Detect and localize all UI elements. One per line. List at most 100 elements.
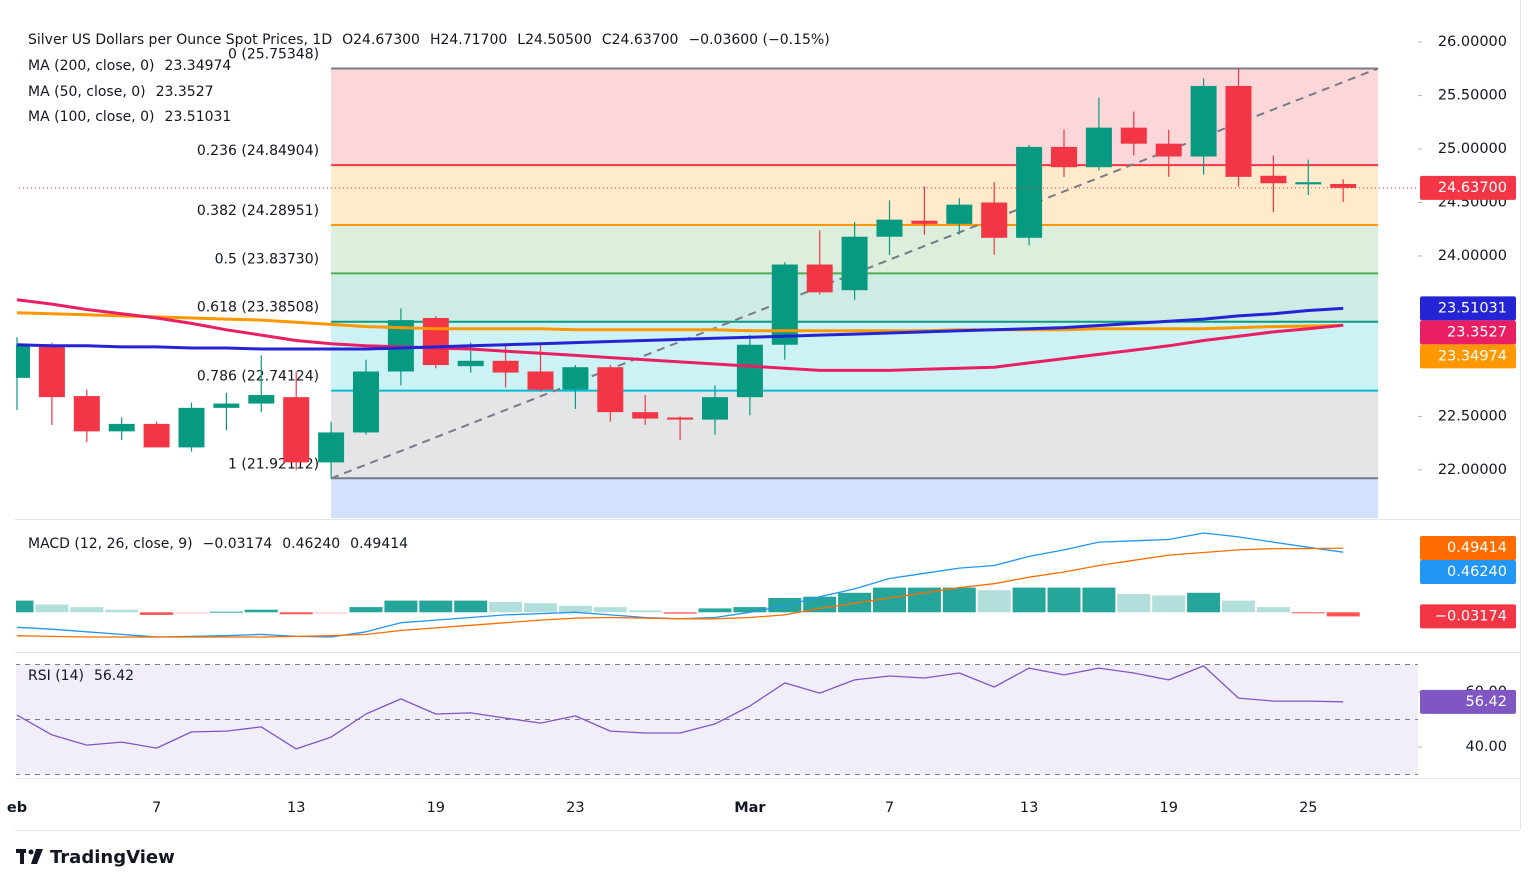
histogram-bar [140, 612, 174, 615]
histogram-bar [663, 612, 697, 614]
logo-part [31, 849, 43, 864]
candle-body [911, 220, 938, 224]
histogram-bar [454, 600, 488, 613]
price-pane: 0 (25.75348) 0.236 (24.84904) 0.382 (24.28… [16, 46, 1418, 518]
histogram-bar [1152, 595, 1186, 613]
y-tick-label: 26.00000 [1438, 34, 1507, 50]
fib-band [331, 390, 1379, 479]
histogram-bar [1222, 600, 1255, 613]
candle-body [178, 407, 205, 448]
y-tick-label: 22.50000 [1438, 408, 1507, 424]
y-tick-label: 24.00000 [1438, 248, 1507, 264]
candle-body [981, 202, 1008, 238]
x-tick-label: 13 [1020, 800, 1038, 816]
histogram-bar [175, 612, 208, 614]
legend-text: MA (100, close, 0) [28, 109, 155, 125]
legend-text: H24.71700 [430, 32, 507, 48]
legend-text: 0.46240 [282, 536, 340, 552]
logo [16, 849, 43, 864]
candle-body [806, 264, 833, 293]
histogram-bar [209, 611, 243, 613]
histogram-bar [35, 604, 69, 613]
candle-body [492, 360, 519, 373]
axis-value-box [1420, 320, 1516, 345]
candle-body [1295, 182, 1322, 185]
candle-body [108, 423, 135, 432]
candle-body [16, 344, 30, 378]
fib-label: 0.618 (23.38508) [197, 300, 319, 316]
histogram-bar [279, 612, 313, 615]
axis-value-box [1420, 689, 1516, 714]
fib-label: 0.786 (22.74124) [197, 369, 319, 385]
histogram-bar [16, 600, 34, 613]
histogram-bar [628, 610, 662, 613]
histogram-bar [1117, 594, 1151, 613]
histogram-bar [977, 590, 1011, 613]
candle-body [667, 417, 694, 420]
axis-value-box [1420, 344, 1516, 369]
candle-body [1016, 146, 1043, 238]
y-tick-label: 22.00000 [1438, 462, 1507, 478]
axis-value-label: 23.51031 [1438, 300, 1507, 316]
x-tick-label: 19 [1159, 800, 1177, 816]
signal-line [16, 547, 1344, 638]
fib-label: 0.382 (24.28951) [197, 203, 319, 219]
histogram-bar [314, 612, 348, 614]
axis-value-label: 23.34974 [1438, 348, 1507, 364]
candle-body [736, 344, 763, 398]
candle-body [632, 412, 659, 419]
legend-text: 0.49414 [350, 536, 408, 552]
frame [15, 0, 1521, 831]
legend-text: O24.67300 [342, 32, 420, 48]
axis-value-box [1420, 296, 1516, 321]
candle-body [527, 371, 554, 390]
histogram-bar [70, 607, 104, 613]
axis-value-box [1420, 175, 1516, 200]
histogram-bar [489, 601, 523, 613]
fib-label: 0.5 (23.83730) [215, 251, 319, 267]
legend-text: 23.34974 [165, 58, 232, 74]
legend-text: MA (50, close, 0) [28, 84, 146, 100]
brand-name: TradingView [50, 847, 175, 868]
candle-body [283, 397, 310, 463]
histogram-bar [1012, 587, 1046, 613]
candle-body [1260, 175, 1287, 184]
moving-average [16, 306, 1344, 351]
candle-body [143, 423, 170, 448]
axis-value-label: 23.3527 [1447, 324, 1507, 340]
candle-body [73, 396, 100, 432]
fib-band [331, 165, 1379, 226]
candle-body [457, 360, 484, 367]
macd-pane [16, 532, 1360, 638]
candle-body [248, 395, 275, 404]
histogram-bar [733, 607, 767, 613]
legend-text: RSI (14) [28, 668, 84, 684]
logo-part [20, 849, 24, 864]
histogram-bar [1256, 607, 1290, 613]
legend-text: C24.63700 [602, 32, 679, 48]
histogram-bar [1082, 587, 1116, 613]
x-tick-label: 13 [287, 800, 305, 816]
y-tick-label: 25.00000 [1438, 141, 1507, 157]
candle-body [318, 432, 345, 463]
candle-body [353, 371, 379, 433]
histogram-bar [1326, 612, 1360, 617]
candle-body [1155, 143, 1182, 157]
axis-value-label: 24.63700 [1438, 180, 1507, 196]
x-tick-label: 23 [566, 800, 584, 816]
histogram-bar [593, 607, 627, 613]
legend-text: 56.42 [94, 668, 134, 684]
histogram-bar [419, 600, 453, 613]
candle-body [1051, 146, 1077, 168]
histogram-bar [803, 596, 837, 613]
moving-average [16, 298, 1344, 372]
histogram-bar [558, 605, 592, 613]
histogram-bar [384, 600, 418, 613]
axis-value-box [1420, 604, 1516, 629]
candle-body [1330, 184, 1357, 188]
candle-body [597, 367, 624, 413]
legend-text: MACD (12, 26, close, 9) [28, 536, 193, 552]
axis-value-box [1420, 536, 1516, 561]
y-tick-label: 40.00 [1465, 739, 1507, 755]
